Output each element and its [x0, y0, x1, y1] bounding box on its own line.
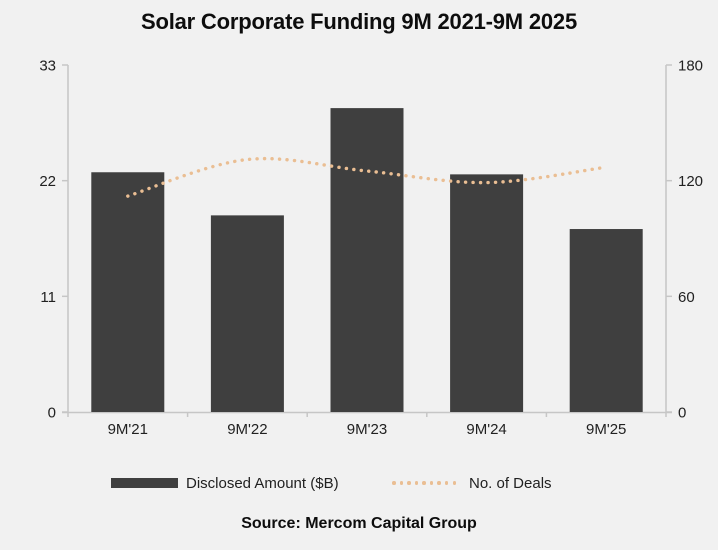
bar-9M'22: [210, 215, 284, 412]
category-label: 9M'22: [227, 421, 267, 438]
legend-dot: [399, 481, 404, 485]
bar-9M'23: [330, 108, 404, 412]
source-note: Source: Mercom Capital Group: [241, 515, 477, 532]
legend-dot: [392, 481, 396, 485]
y-axis-right-tick-label: 60: [678, 289, 695, 306]
category-label: 9M'21: [108, 421, 148, 438]
bar-series-swatch: [111, 478, 178, 488]
chart-title: Solar Corporate Funding 9M 2021-9M 2025: [141, 9, 577, 34]
legend-label-deals: No. of Deals: [469, 474, 552, 492]
legend-item-deals: No. of Deals: [392, 472, 552, 494]
legend-dot: [429, 481, 434, 485]
y-axis-right-tick-label: 120: [678, 173, 703, 190]
category-label: 9M'24: [466, 421, 506, 438]
y-axis-left-tick-label: 11: [40, 289, 56, 306]
bar-9M'24: [450, 174, 524, 412]
category-label: 9M'23: [347, 421, 387, 438]
dotted-line-swatch: [392, 478, 456, 488]
legend-dot: [437, 481, 441, 485]
legend-dot: [452, 481, 456, 485]
legend-dot: [422, 481, 426, 485]
deals-line: [126, 156, 608, 198]
bar-9M'25: [569, 229, 643, 412]
bar-9M'21: [91, 172, 165, 412]
y-axis-left-tick-label: 22: [39, 173, 56, 190]
y-axis-right-tick-label: 180: [678, 58, 703, 75]
legend-dot: [444, 481, 449, 485]
legend: Disclosed Amount ($B) No. of Deals: [0, 472, 718, 494]
y-axis-left-tick-label: 0: [48, 405, 56, 422]
legend-label-disclosed-amount: Disclosed Amount ($B): [186, 474, 339, 492]
y-axis-right-tick-label: 0: [678, 405, 686, 422]
legend-dot: [407, 481, 411, 485]
y-axis-left-tick-label: 33: [39, 58, 56, 75]
legend-item-disclosed-amount: Disclosed Amount ($B): [111, 472, 339, 494]
category-label: 9M'25: [586, 421, 626, 438]
legend-dot: [414, 481, 419, 485]
